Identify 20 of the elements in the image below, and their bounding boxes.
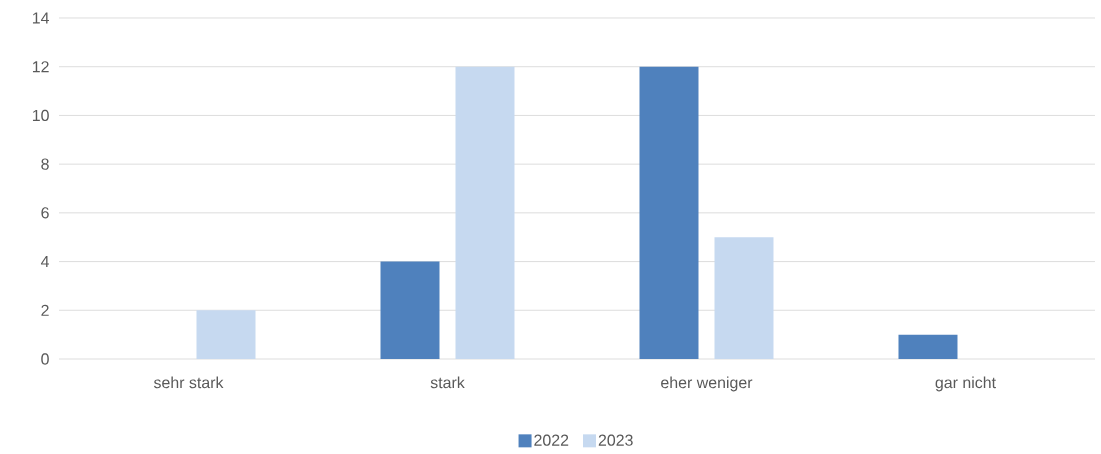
legend-label: 2023 — [598, 434, 633, 446]
y-tick-label: 0 — [41, 353, 49, 365]
bar — [380, 261, 440, 359]
bar — [639, 66, 699, 359]
bar — [714, 237, 774, 359]
y-tick-label: 14 — [32, 12, 49, 24]
y-tick-label: 6 — [41, 207, 49, 219]
y-tick-label: 8 — [41, 158, 49, 170]
bar — [196, 310, 256, 359]
y-tick-label: 12 — [32, 61, 49, 73]
bar — [898, 334, 958, 359]
y-tick-label: 4 — [40, 256, 50, 268]
y-tick-label: 10 — [32, 109, 49, 122]
x-tick-label: stark — [430, 376, 465, 389]
y-tick-label: 2 — [41, 304, 49, 316]
x-tick-label: sehr stark — [153, 376, 224, 389]
bar — [455, 66, 515, 359]
x-tick-label: gar nicht — [935, 376, 996, 392]
x-tick-label: eher weniger — [661, 376, 753, 392]
legend-label: 2022 — [534, 434, 569, 446]
